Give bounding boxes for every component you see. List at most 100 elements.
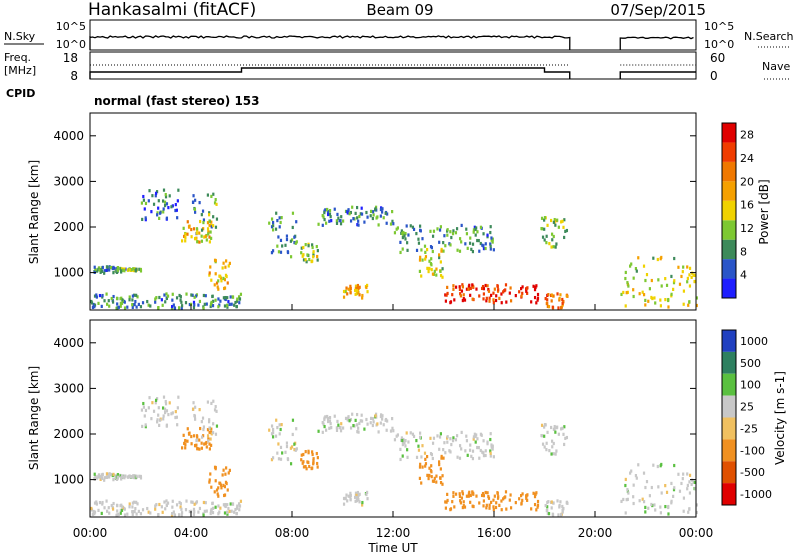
power-cell	[399, 250, 402, 255]
velocity-cell	[105, 509, 109, 513]
power-cell	[191, 293, 194, 297]
power-colorbar-swatch	[722, 161, 736, 182]
power-cell	[650, 295, 653, 300]
velocity-cell	[520, 501, 523, 505]
velocity-cell	[505, 507, 508, 511]
velocity-cell	[270, 424, 274, 428]
power-cell	[235, 304, 238, 309]
velocity-cell	[95, 500, 98, 504]
power-cell	[167, 206, 170, 210]
velocity-cell	[355, 496, 359, 500]
power-cell	[427, 269, 430, 274]
power-cell	[155, 190, 159, 194]
velocity-cell	[348, 419, 351, 423]
velocity-cell	[147, 510, 150, 514]
velocity-cell	[492, 498, 495, 502]
velocity-cell	[279, 427, 282, 432]
velocity-cell	[540, 433, 543, 438]
power-cell	[277, 250, 281, 254]
velocity-cell	[234, 507, 237, 512]
velocity-cell	[290, 445, 294, 449]
power-cell	[279, 220, 282, 225]
power-cell	[358, 214, 361, 219]
velocity-cell	[446, 498, 449, 503]
velocity-cell	[207, 439, 210, 443]
power-cell	[116, 306, 119, 310]
power-cell	[473, 225, 476, 229]
power-cell	[681, 270, 684, 274]
power-cell	[181, 239, 184, 243]
velocity-cell	[215, 488, 219, 492]
velocity-cell	[316, 456, 319, 460]
velocity-cell	[391, 426, 394, 430]
velocity-cell	[152, 409, 156, 413]
power-cell	[460, 223, 463, 228]
power-cell	[139, 305, 143, 309]
power-cell	[154, 191, 158, 195]
velocity-cell	[147, 406, 150, 410]
velocity-cell	[108, 475, 111, 479]
velocity-cell	[167, 413, 170, 417]
power-cell	[192, 227, 196, 231]
power-cell	[308, 257, 311, 262]
power-cell	[210, 278, 213, 282]
velocity-cell	[143, 414, 146, 418]
velocity-cell	[624, 477, 627, 482]
power-cell	[688, 266, 692, 270]
velocity-cell	[694, 486, 697, 491]
velocity-cell	[224, 472, 227, 476]
power-cell	[117, 305, 120, 309]
x-tick-label: 08:00	[275, 526, 310, 540]
velocity-cell	[278, 432, 281, 436]
velocity-cell	[164, 399, 167, 404]
velocity-cell	[520, 493, 523, 498]
power-cell	[365, 283, 369, 288]
velocity-cell	[355, 499, 359, 503]
velocity-cell	[194, 405, 197, 409]
velocity-cell	[482, 439, 485, 443]
power-cell	[116, 266, 120, 270]
velocity-cell	[338, 426, 341, 430]
power-cell	[456, 248, 459, 252]
power-cell	[540, 226, 543, 231]
velocity-cell	[358, 500, 361, 504]
velocity-cell	[235, 511, 238, 516]
velocity-cell	[424, 462, 428, 466]
power-colorbar-label: Power [dB]	[757, 179, 771, 244]
power-cell	[380, 206, 383, 210]
power-cell	[536, 296, 540, 300]
power-cell	[673, 279, 676, 283]
velocity-cell	[686, 472, 689, 476]
velocity-cell	[184, 446, 187, 450]
power-cell	[466, 246, 469, 250]
velocity-cell	[337, 423, 340, 427]
velocity-cell	[452, 436, 455, 440]
power-cell	[385, 221, 388, 225]
velocity-cell	[140, 408, 144, 412]
power-cell	[550, 232, 554, 236]
velocity-cell	[209, 511, 212, 516]
velocity-cell	[163, 410, 167, 415]
power-cell	[492, 291, 495, 295]
velocity-cell	[365, 490, 369, 495]
velocity-cell	[272, 431, 275, 435]
velocity-cell	[349, 417, 352, 422]
velocity-cell	[158, 502, 161, 507]
power-cell	[371, 216, 374, 221]
power-cell	[638, 292, 641, 296]
velocity-cell	[316, 465, 319, 469]
power-cell	[405, 224, 408, 228]
velocity-cell	[117, 512, 120, 516]
power-cell	[550, 299, 553, 303]
velocity-cell	[682, 496, 686, 500]
velocity-cell	[488, 506, 491, 510]
velocity-cell	[123, 474, 126, 478]
power-cell	[670, 274, 673, 279]
power-cell	[110, 296, 113, 301]
power-cell	[458, 237, 462, 241]
velocity-cell	[497, 495, 500, 499]
velocity-cell	[192, 401, 195, 405]
velocity-cell	[136, 502, 139, 506]
velocity-cell	[551, 512, 554, 516]
power-cell	[149, 304, 152, 308]
